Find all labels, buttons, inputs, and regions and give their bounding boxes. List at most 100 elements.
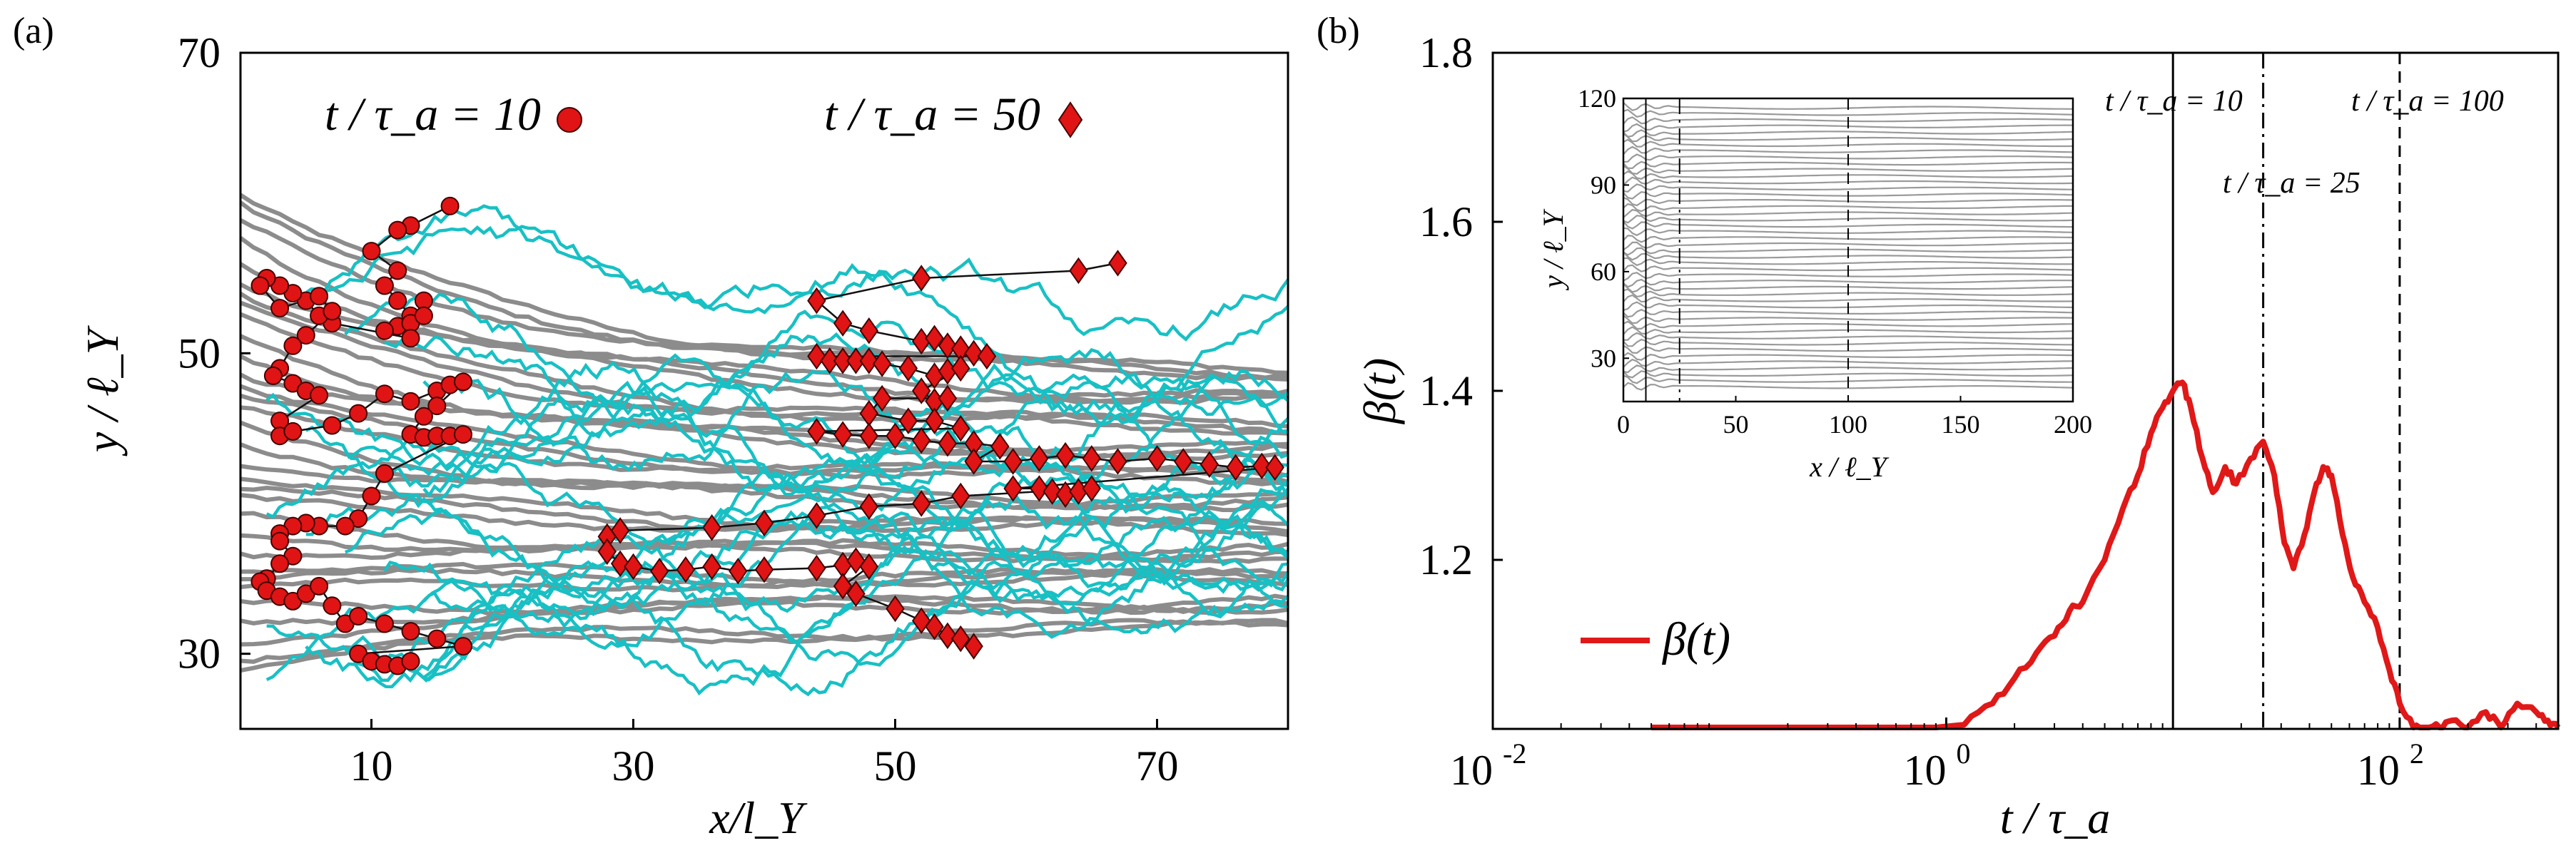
x-tick-exponent: 2 [2410,737,2424,770]
data-point-diamond [702,514,721,541]
inset-streamline [1623,257,2073,267]
inset-streamline [1623,332,2074,341]
panel-a-markers [250,196,1284,675]
data-point-circle [323,302,342,321]
inset-x-tick-label: 150 [1942,410,1980,439]
inset-streamline [1623,129,2074,138]
data-point-circle [375,614,394,633]
data-point-diamond [964,339,983,367]
data-point-circle [263,366,283,385]
data-point-diamond [872,384,892,412]
data-point-diamond [1200,451,1219,478]
x-tick-exponent: -2 [1503,737,1526,770]
data-point-diamond [964,448,983,475]
particle-path [422,360,1289,514]
panel-a-ylabel: y / ℓ_Y [77,325,128,456]
data-point-circle [362,242,381,261]
data-point-diamond [807,554,826,582]
data-point-circle [270,531,290,551]
data-point-diamond [833,347,853,374]
x-tick-exponent: 0 [1956,737,1970,770]
data-point-diamond [925,407,944,434]
data-point-circle [296,326,315,345]
inset-streamline [1623,165,2074,175]
y-tick-label: 1.2 [1419,536,1473,583]
data-point-circle [335,516,355,536]
data-point-diamond [938,384,958,412]
data-point-diamond [938,622,958,650]
inset-xlabel: x / ℓ_Y [1809,451,1890,483]
panel-a-ticks: 10 30 50 70 30 50 70 [178,29,1179,790]
panel-b-ylabel: β(t) [1354,358,1405,425]
data-point-diamond [833,421,853,448]
data-point-circle [375,384,394,404]
particle-path [305,458,1289,608]
streamline [239,442,1289,511]
panel-a-label: (a) [13,11,54,51]
data-point-diamond [859,553,879,581]
data-point-diamond [859,317,879,344]
annotation-t10: t / τ_a = 10 [2105,85,2243,118]
inset-y-tick-label: 120 [1578,84,1616,113]
data-point-diamond [1043,478,1062,505]
data-point-diamond [1108,250,1127,277]
x-tick-label: 30 [612,742,655,790]
data-point-diamond [610,550,630,578]
data-point-circle [401,329,420,348]
data-point-diamond [911,426,931,454]
x-tick-label: 10 [1903,747,1946,794]
data-point-diamond [702,553,721,581]
data-point-diamond [911,265,931,292]
data-point-diamond [1003,475,1023,502]
data-point-diamond [911,377,931,404]
data-point-diamond [859,493,879,520]
x-tick-label: 50 [874,742,917,790]
panel-b-ticks: 1.21.41.61.810 -2 10 0 10 2 [1419,29,2559,794]
data-point-diamond [624,553,643,581]
data-point-circle [250,276,270,295]
legend-diamond-marker [1058,101,1083,138]
inset-y-tick-label: 90 [1591,170,1616,199]
data-point-diamond [1265,454,1284,481]
particle-path [422,468,1289,629]
data-point-circle [427,629,447,648]
data-point-diamond [833,573,853,600]
data-point-diamond [1082,475,1101,502]
data-point-diamond [1252,452,1272,480]
inset-y-tick-label: 60 [1591,257,1616,286]
inset-streamline [1623,382,2074,391]
particle-path [345,494,1289,675]
data-point-diamond [951,625,970,653]
data-point-diamond [676,556,696,583]
data-point-circle [375,464,394,483]
inset-streamline [1623,183,2074,193]
data-point-diamond [951,414,970,442]
data-point-diamond [977,342,997,370]
data-point-diamond [1055,441,1075,469]
data-point-diamond [859,347,879,374]
data-point-diamond [754,509,774,537]
x-tick-label: 10 [2357,747,2400,794]
inset-streamline [1623,203,2074,213]
panel-b-xlabel: t / τ_a [2000,792,2110,843]
data-point-circle [427,397,447,416]
data-point-diamond [938,429,958,457]
beta-curve [1651,379,2561,730]
y-tick-label: 1.4 [1419,367,1473,414]
data-point-circle [323,596,342,616]
inset-streamline [1623,294,2074,303]
data-point-diamond [820,347,839,374]
svg-text:y / ℓ_Y: y / ℓ_Y [77,325,128,456]
y-tick-label: 70 [178,29,220,76]
data-point-diamond [1030,475,1049,502]
data-point-circle [349,607,368,625]
data-point-circle [401,392,420,411]
inset-plot: 0 50 100 150 200 30 60 90 120 y / ℓ_Y x / ℓ_Y [1537,84,2092,483]
inset-streamline [1623,145,2074,155]
panel-b-label: (b) [1317,11,1360,51]
particle-path [305,348,1289,479]
legend-beta-label: β(t) [1661,613,1730,665]
y-tick-label: 1.6 [1419,198,1473,245]
data-point-diamond [911,490,931,517]
data-point-diamond [807,287,826,315]
